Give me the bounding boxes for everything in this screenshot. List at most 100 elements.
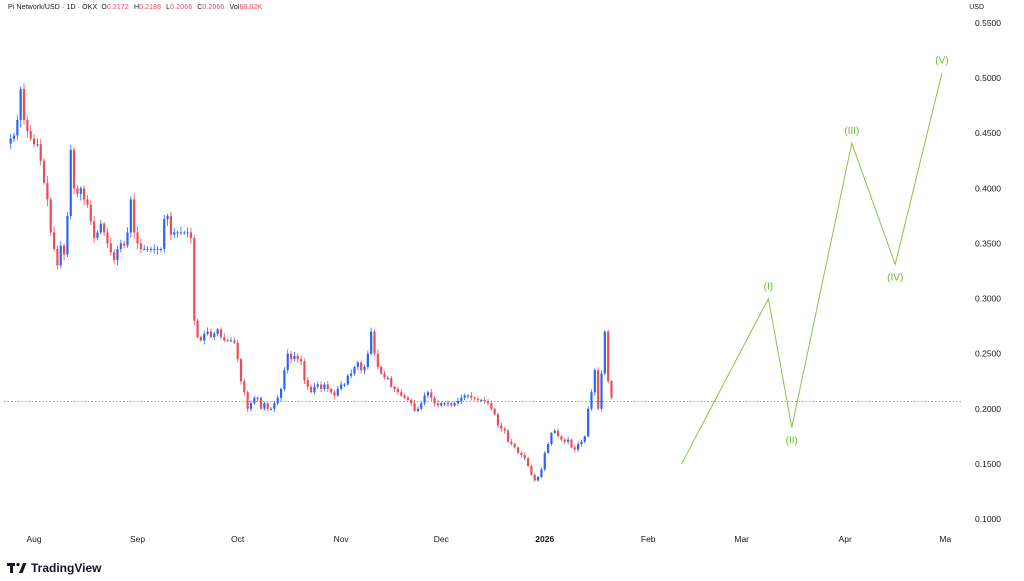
wave-label: (V) (935, 56, 948, 67)
candle-body (276, 397, 279, 404)
ohlc-c: C0.2066 (197, 4, 225, 11)
wave-label: (IV) (887, 272, 903, 283)
candle-body (169, 215, 172, 235)
candle-body (126, 232, 129, 246)
wave-label: (I) (764, 282, 773, 293)
candle-body (296, 355, 299, 360)
candle-body (536, 477, 540, 481)
candle-body (547, 444, 550, 453)
candle-body (293, 355, 296, 360)
candle-body (223, 337, 226, 341)
candle-body (450, 403, 453, 406)
candle-body (249, 403, 253, 409)
candle-body (193, 237, 196, 321)
candle-body (116, 248, 119, 260)
ohlc-o: O0.2172 (101, 4, 129, 11)
candle-body (186, 232, 189, 234)
candle-body (533, 474, 536, 481)
candle-body (62, 245, 66, 255)
candle-body (383, 373, 386, 378)
tradingview-brand[interactable]: TradingView (7, 561, 101, 575)
candle-body (206, 331, 209, 334)
x-tick-label: Mar (734, 534, 749, 544)
candle-body (393, 386, 396, 389)
candle-body (12, 135, 16, 139)
candle-body (93, 221, 96, 238)
candle-body (209, 331, 213, 338)
y-tick-label: 0.5000 (975, 73, 1001, 83)
x-tick-label: Oct (231, 534, 245, 544)
candle-body (299, 359, 303, 362)
candle-body (456, 401, 460, 404)
candle-body (583, 436, 586, 442)
wave-projection-line (681, 72, 943, 465)
candle-body (263, 403, 266, 409)
candle-body (580, 441, 583, 445)
candle-body (52, 232, 56, 249)
candle-body (490, 403, 493, 409)
candle-body (266, 403, 269, 409)
candle-body (513, 444, 516, 448)
candle-body (400, 392, 403, 396)
candle-body (363, 366, 366, 371)
candle-body (283, 370, 286, 389)
candle-body (356, 362, 359, 367)
candle-body (179, 232, 182, 234)
candle-body (567, 439, 570, 442)
currency-label: USD (969, 4, 984, 11)
candle-body (189, 232, 193, 238)
candle-body (413, 403, 416, 411)
candle-body (103, 223, 106, 233)
wave-label: (II) (786, 436, 798, 447)
candle-body (433, 397, 436, 404)
candle-body (476, 398, 480, 400)
candle-body (373, 331, 376, 354)
candle-body (9, 138, 12, 144)
candle-body (219, 329, 223, 338)
candle-body (269, 408, 273, 410)
candle-body (610, 381, 613, 398)
candle-body (156, 248, 159, 250)
candle-body (226, 340, 229, 342)
candle-body (423, 395, 426, 404)
candle-body (129, 199, 132, 233)
candle-body (310, 386, 313, 393)
candle-body (76, 188, 79, 194)
candle-body (473, 397, 476, 399)
candle-body (36, 144, 39, 146)
candle-body (59, 245, 62, 266)
candle-body (96, 232, 99, 238)
candle-body (526, 458, 530, 467)
ohlc-vol: Vol68.02K (229, 4, 263, 11)
candle-body (386, 377, 389, 379)
candle-body (316, 384, 319, 387)
candle-body (66, 215, 69, 255)
candle-body (557, 430, 560, 437)
candle-body (446, 403, 450, 405)
candle-body (56, 248, 59, 266)
candle-body (236, 342, 239, 360)
candle-body (149, 248, 152, 250)
candle-body (146, 248, 149, 250)
candle-body (106, 232, 109, 244)
ohlc-h: H0.2188 (133, 4, 162, 11)
candle-body (259, 397, 263, 409)
candle-body (326, 384, 329, 389)
candle-body (510, 441, 513, 445)
candle-body (86, 199, 89, 205)
candle-body (69, 149, 72, 216)
y-tick-label: 0.5500 (975, 18, 1001, 28)
candle-body (286, 353, 289, 371)
candle-body (330, 388, 333, 393)
candle-body (577, 444, 580, 450)
x-tick-label: Apr (839, 534, 852, 544)
candle-body (336, 388, 339, 396)
candle-body (523, 455, 526, 459)
x-tick-label: Dec (434, 534, 450, 544)
candle-body (79, 188, 82, 194)
candle-body (483, 399, 486, 402)
candle-body (19, 89, 22, 121)
candle-body (176, 232, 179, 234)
candle-body (560, 436, 563, 440)
